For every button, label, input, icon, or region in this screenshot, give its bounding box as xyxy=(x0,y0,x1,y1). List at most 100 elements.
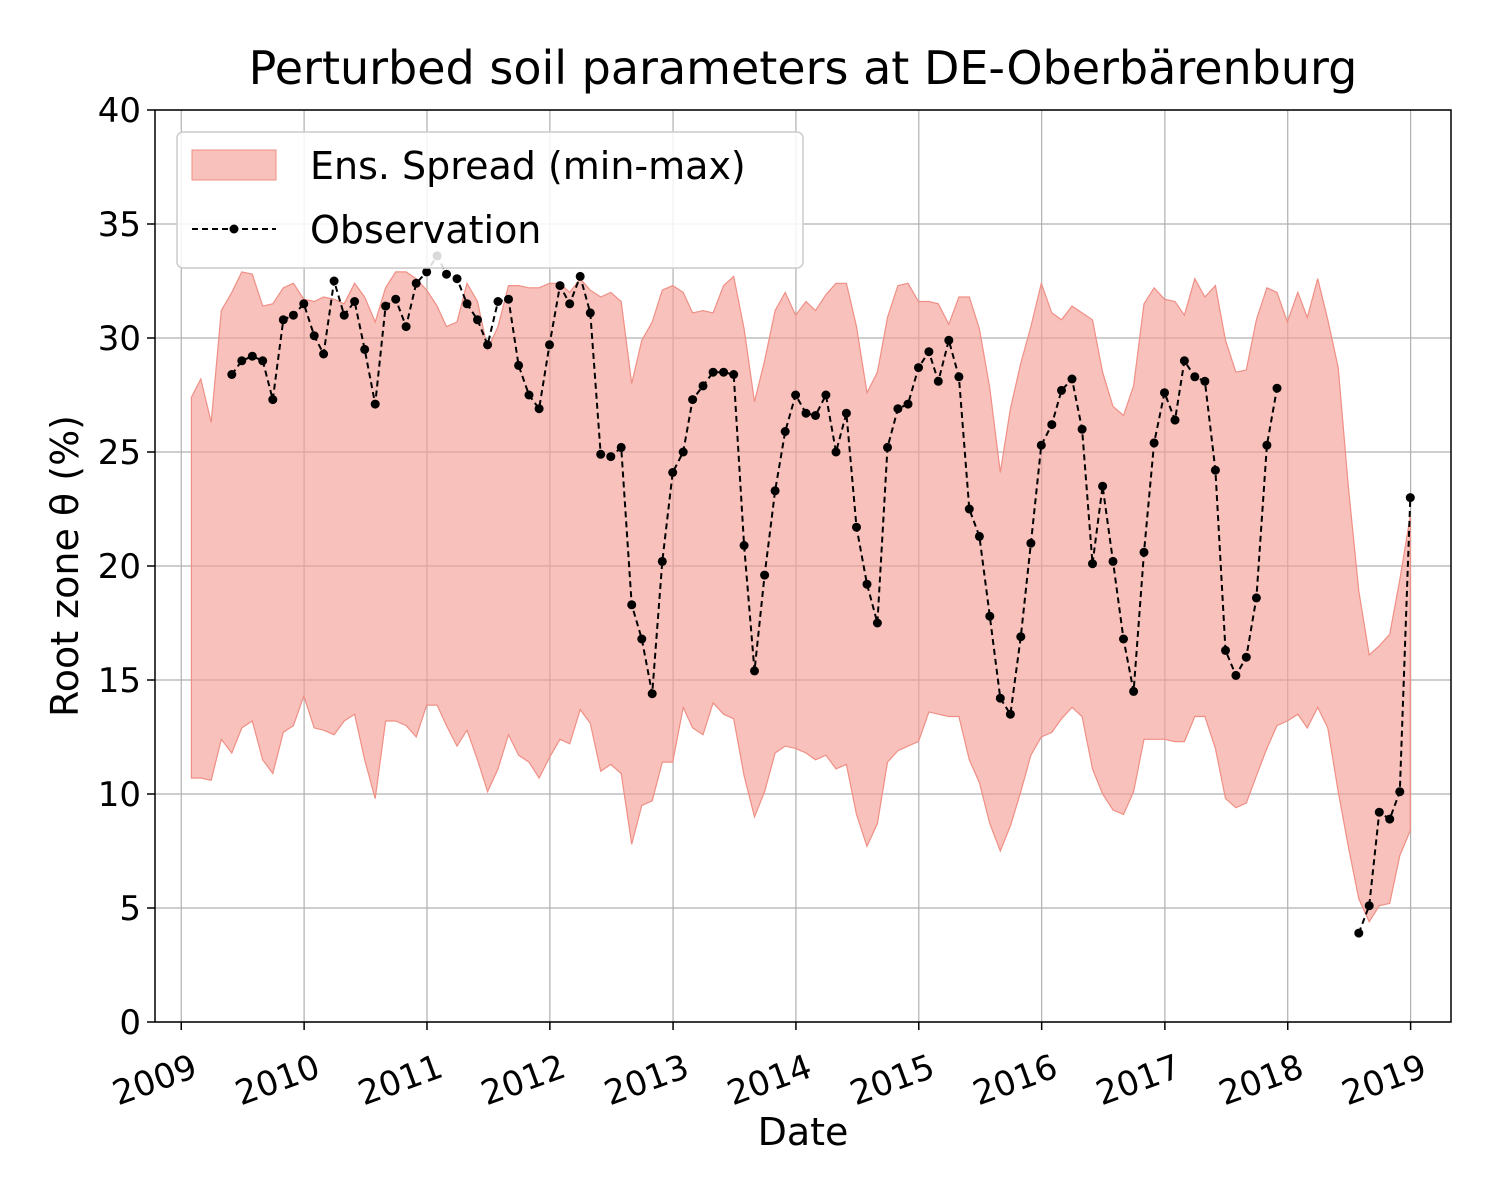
observation-point xyxy=(1374,807,1384,817)
observation-point xyxy=(698,381,708,391)
observation-point xyxy=(739,541,749,550)
observation-point xyxy=(1139,547,1149,557)
observation-point xyxy=(883,442,892,452)
observation-point xyxy=(801,408,811,418)
observation-point xyxy=(462,299,472,309)
observation-point xyxy=(668,468,678,477)
x-tick-label: 2013 xyxy=(599,1047,694,1114)
observation-point xyxy=(1179,356,1189,366)
observation-point xyxy=(288,310,298,320)
observation-point xyxy=(657,556,667,566)
observation-point xyxy=(422,267,432,277)
y-tick-label: 10 xyxy=(98,775,141,815)
observation-point xyxy=(678,447,688,457)
y-axis-label: Root zone θ (%) xyxy=(43,415,87,717)
x-tick-label: 2011 xyxy=(353,1047,448,1114)
observation-point xyxy=(1231,670,1241,680)
observation-point xyxy=(575,271,585,281)
observation-point xyxy=(268,395,278,405)
spread-band xyxy=(190,271,1411,923)
observation-point xyxy=(1026,538,1036,548)
observation-point xyxy=(483,340,493,350)
observation-point xyxy=(893,404,903,414)
observation-point xyxy=(1036,440,1046,450)
y-tick-label: 5 xyxy=(119,889,141,929)
legend-label-spread: Ens. Spread (min-max) xyxy=(310,144,746,188)
legend-label-observation: Observation xyxy=(310,208,541,252)
observation-point xyxy=(985,611,995,621)
y-tick-label: 25 xyxy=(98,433,141,473)
observation-point xyxy=(1395,787,1405,797)
observation-point xyxy=(1149,438,1159,448)
observation-point xyxy=(1170,415,1180,425)
x-tick-label: 2017 xyxy=(1091,1047,1186,1114)
x-tick-label: 2010 xyxy=(230,1047,325,1114)
observation-point xyxy=(1077,424,1087,434)
observation-point xyxy=(534,404,544,414)
x-tick-label: 2018 xyxy=(1214,1047,1309,1114)
y-tick-label: 30 xyxy=(98,319,141,359)
observation-point xyxy=(1108,556,1118,566)
observation-point xyxy=(841,408,851,418)
observation-point xyxy=(821,390,831,400)
observation-point xyxy=(391,294,401,304)
legend: Ens. Spread (min-max) Observation xyxy=(176,131,804,269)
observation-point xyxy=(811,411,820,420)
x-axis-ticks: 2009 2010 2011 2012 2013 2014 2015 2016 2017 2018… xyxy=(107,1022,1432,1114)
y-tick-label: 35 xyxy=(98,205,141,245)
observation-point xyxy=(1241,652,1251,662)
observation-point xyxy=(1005,709,1015,719)
observation-point xyxy=(1088,559,1097,569)
observation-point xyxy=(555,281,565,291)
observation-point xyxy=(637,634,647,644)
observation-point xyxy=(1067,374,1077,384)
observation-point xyxy=(1057,385,1066,395)
observation-point xyxy=(1190,372,1200,382)
chart-title: Perturbed soil parameters at DE-Oberbäre… xyxy=(249,41,1358,95)
observation-point xyxy=(401,322,411,332)
observation-point xyxy=(329,276,339,286)
observation-point xyxy=(944,335,954,345)
observation-point xyxy=(872,618,882,628)
observation-point xyxy=(1160,388,1169,398)
observation-point xyxy=(370,399,380,409)
x-tick-label: 2014 xyxy=(722,1047,817,1114)
observation-point xyxy=(1210,465,1220,475)
observation-point xyxy=(411,278,421,288)
observation-point xyxy=(504,294,513,304)
observation-line xyxy=(1357,497,1412,934)
legend-swatch-spread xyxy=(191,149,277,181)
observation-point xyxy=(750,666,759,676)
observation-point xyxy=(770,486,780,496)
observation-point xyxy=(780,427,790,436)
observation-point xyxy=(903,399,913,409)
observation-point xyxy=(606,452,616,462)
observation-point xyxy=(933,376,943,386)
observation-point xyxy=(585,308,595,318)
y-tick-label: 40 xyxy=(98,91,141,131)
observation-point xyxy=(616,442,626,452)
observation-point xyxy=(791,390,801,400)
observation-point xyxy=(299,299,309,309)
observation-point xyxy=(831,447,841,457)
observation-point xyxy=(1221,645,1230,655)
observation-point xyxy=(565,299,575,309)
observation-point xyxy=(708,367,718,377)
observation-point xyxy=(545,340,554,350)
observation-point xyxy=(729,370,739,379)
observation-point xyxy=(1047,420,1057,430)
observation-point xyxy=(1385,814,1395,824)
x-tick-label: 2012 xyxy=(476,1047,571,1114)
observation-point xyxy=(493,297,503,306)
observation-point xyxy=(473,315,482,325)
observation-point xyxy=(1364,901,1374,911)
observation-point xyxy=(1098,481,1108,491)
observation-point xyxy=(278,315,288,325)
observation-point xyxy=(319,349,329,359)
observation-point xyxy=(862,579,872,589)
observation-point xyxy=(360,344,370,354)
observation-point xyxy=(1272,383,1282,393)
observation-point xyxy=(647,689,657,699)
observation-point xyxy=(237,356,247,366)
